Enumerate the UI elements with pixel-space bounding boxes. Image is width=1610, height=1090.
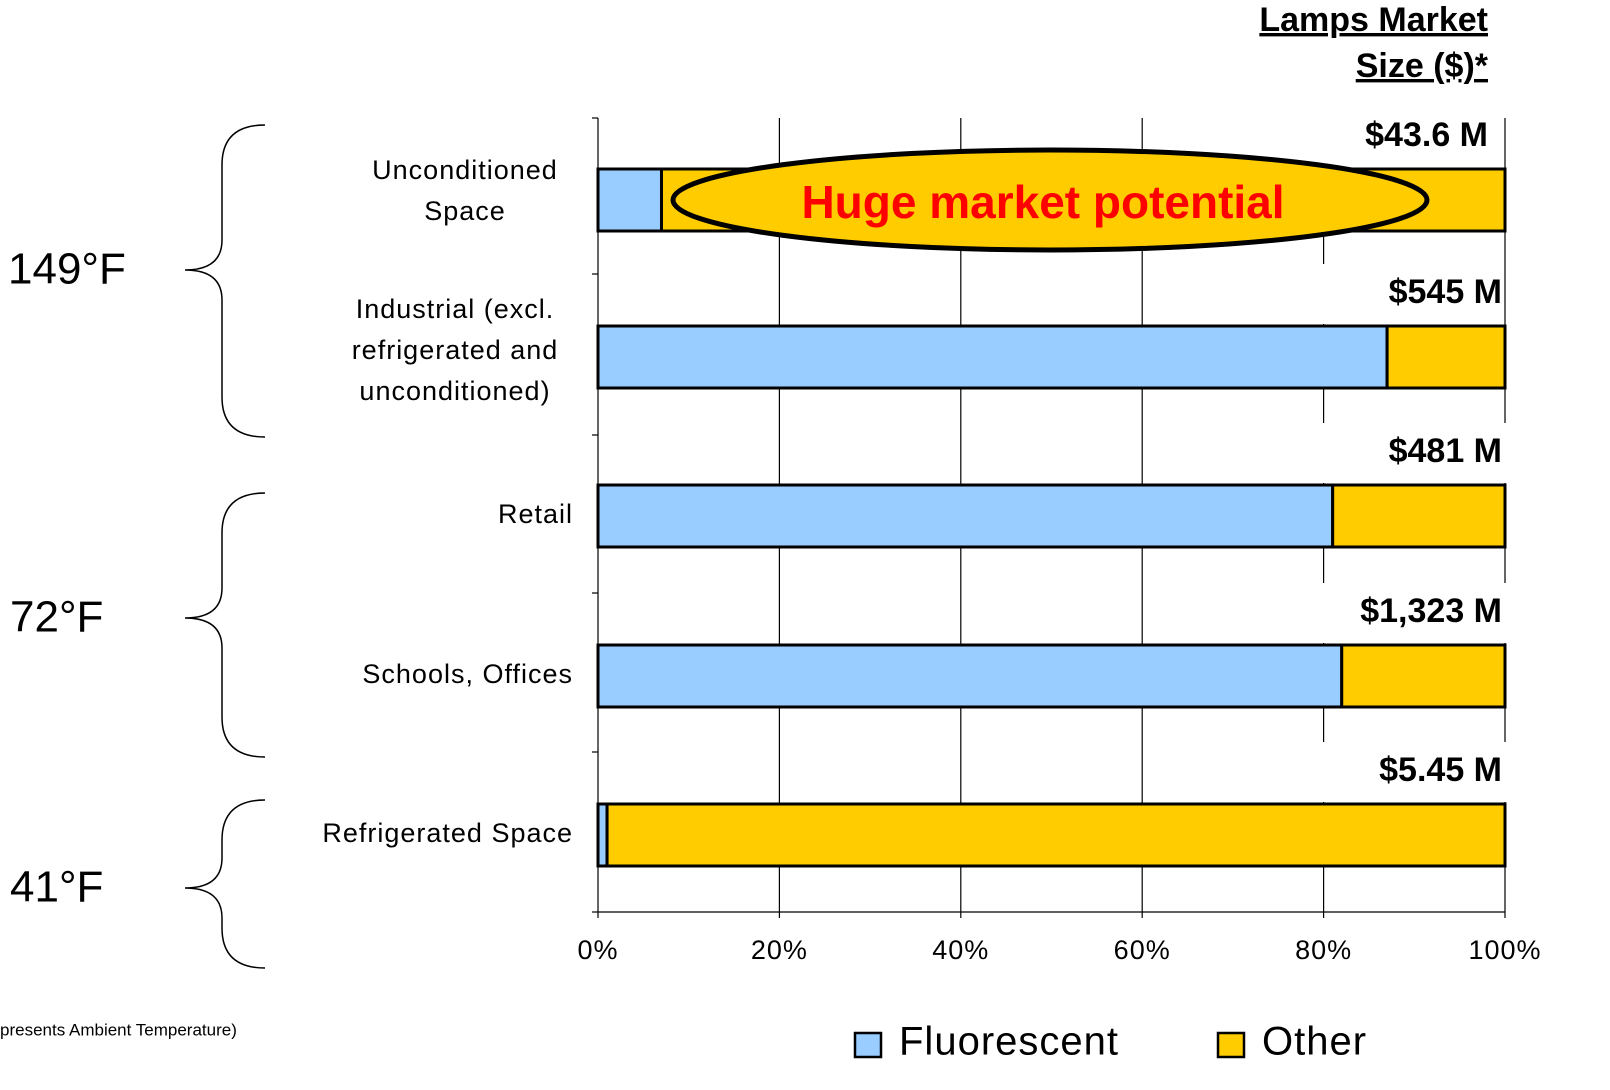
bar-segment <box>605 802 1507 868</box>
category-label: Unconditioned <box>372 155 558 185</box>
x-tick-label: 80% <box>1295 935 1352 965</box>
bar-segment <box>596 324 1389 390</box>
market-size-label: $545 M <box>1389 273 1502 311</box>
label-box <box>1323 583 1523 643</box>
x-tick-label: 60% <box>1114 935 1171 965</box>
label-box <box>1323 423 1523 483</box>
brace <box>184 799 266 969</box>
market-size-label: $43.6 M <box>1365 116 1488 154</box>
brace <box>184 492 266 758</box>
footnote: presents Ambient Temperature) <box>0 1020 237 1039</box>
bar-segment <box>596 167 663 233</box>
legend-swatch <box>1216 1031 1246 1059</box>
x-tick-label: 40% <box>932 935 989 965</box>
legend-label: Fluorescent <box>899 1020 1119 1064</box>
temperature-label: 149°F <box>8 245 126 294</box>
bar-segment <box>596 643 1344 709</box>
category-label: unconditioned) <box>359 376 550 406</box>
bar-segment <box>1331 483 1507 549</box>
category-label: Space <box>424 196 506 226</box>
brace <box>184 124 266 438</box>
label-box <box>1323 742 1523 802</box>
x-tick-label: 100% <box>1468 935 1541 965</box>
category-label: Refrigerated Space <box>322 818 573 848</box>
size-header: Lamps Market <box>1259 1 1488 39</box>
x-tick-label: 0% <box>577 935 618 965</box>
size-header: Size ($)* <box>1356 47 1489 85</box>
market-size-label: $5.45 M <box>1379 751 1502 789</box>
category-label: refrigerated and <box>352 335 559 365</box>
category-label: Industrial (excl. <box>356 294 555 324</box>
label-box <box>1295 264 1495 324</box>
annotation-ellipse <box>670 147 1430 253</box>
category-label: Schools, Offices <box>362 659 573 689</box>
market-size-label: $481 M <box>1389 432 1502 470</box>
market-size-label: $1,323 M <box>1360 592 1502 630</box>
x-tick-label: 20% <box>751 935 808 965</box>
category-label: Retail <box>498 499 573 529</box>
annotation: Huge market potential <box>801 176 1284 228</box>
legend-swatch <box>853 1031 883 1059</box>
bar-segment <box>1340 643 1507 709</box>
temperature-label: 41°F <box>10 863 103 912</box>
bar-segment <box>1385 324 1507 390</box>
temperature-label: 72°F <box>10 593 103 642</box>
bar-segment <box>596 483 1335 549</box>
legend-label: Other <box>1262 1020 1367 1064</box>
